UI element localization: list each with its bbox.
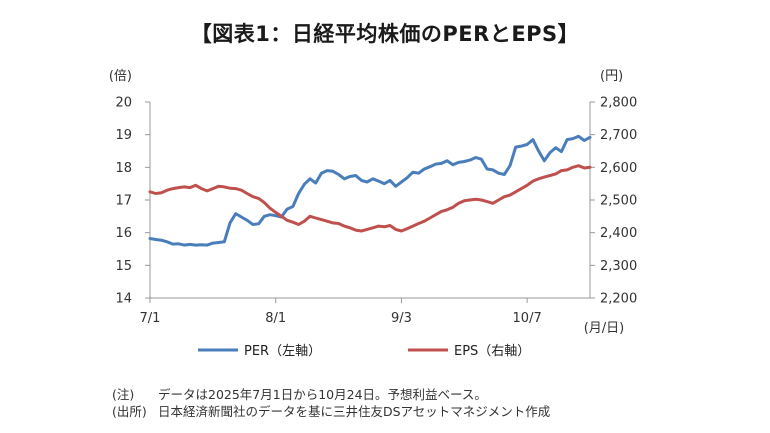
left-tick-label: 18 (115, 161, 132, 176)
footnote-source-text: 日本経済新聞社のデータを基に三井住友DSアセットマネジメント作成 (158, 404, 551, 419)
right-tick-label: 2,800 (600, 96, 637, 111)
footnote-note-text: データは2025年7月1日から10月24日。予想利益ベース。 (158, 387, 487, 402)
chart-legend: PER（左軸） EPS（右軸） (198, 344, 530, 359)
chart-ticks: 14 15 16 17 18 19 20 2,200 2,300 2,400 2,500 2,600 2… (109, 69, 637, 336)
left-axis-unit: (倍) (109, 69, 132, 84)
footnote-note: (注) データは2025年7月1日から10月24日。予想利益ベース。 (112, 384, 487, 403)
page-title: 【図表1：日経平均株価のPERとEPS】 (190, 22, 580, 46)
left-tick-label: 17 (115, 194, 132, 209)
footnote-note-label: (注) (112, 387, 135, 402)
legend-per-label: PER（左軸） (244, 344, 321, 359)
footnote-source: (出所) 日本経済新聞社のデータを基に三井住友DSアセットマネジメント作成 (112, 401, 550, 420)
right-tick-label: 2,600 (600, 161, 637, 176)
footnote-source-label: (出所) (112, 404, 147, 419)
left-tick-label: 15 (115, 259, 132, 274)
chart-series (148, 134, 592, 247)
eps-series-line (148, 164, 592, 233)
x-tick-label: 7/1 (140, 311, 161, 326)
right-tick-label: 2,500 (600, 194, 637, 209)
legend-eps-label: EPS（右軸） (454, 344, 530, 359)
right-tick-label: 2,300 (600, 259, 637, 274)
right-tick-label: 2,400 (600, 226, 637, 241)
x-axis-unit: (月/日) (584, 321, 625, 336)
x-tick-label: 9/3 (391, 311, 412, 326)
per-series-line (148, 134, 592, 247)
x-tick-label: 8/1 (265, 311, 286, 326)
left-tick-label: 20 (115, 96, 132, 111)
left-tick-label: 16 (115, 226, 132, 241)
left-tick-label: 19 (115, 128, 132, 143)
right-tick-label: 2,200 (600, 292, 637, 307)
right-tick-label: 2,700 (600, 128, 637, 143)
chart-axes (145, 101, 595, 303)
right-axis-unit: (円) (600, 69, 623, 84)
x-tick-label: 10/7 (513, 311, 542, 326)
left-tick-label: 14 (115, 292, 132, 307)
